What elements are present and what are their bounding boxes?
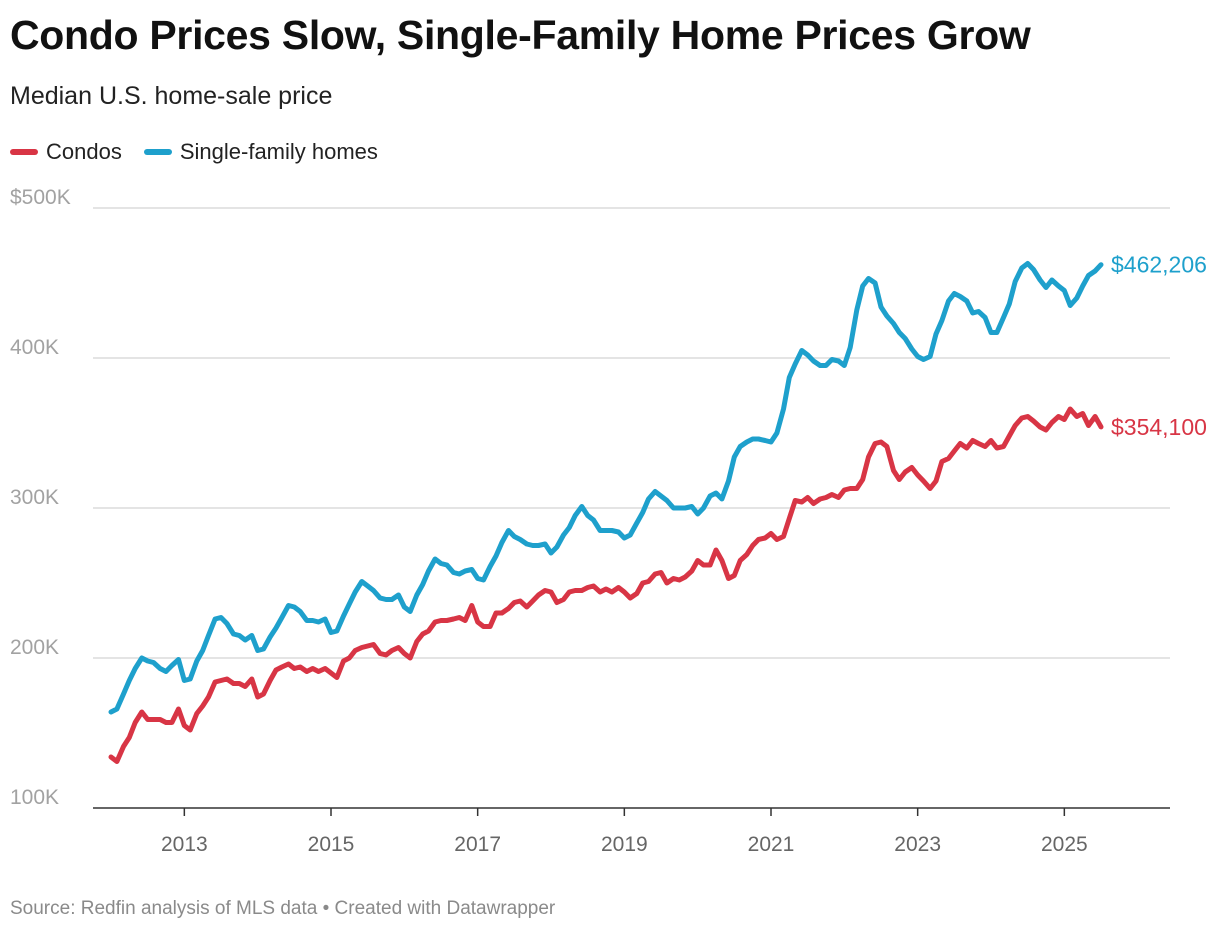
legend-swatch-single-family bbox=[143, 149, 172, 155]
end-value-label-single-family: $462,206 bbox=[1111, 252, 1207, 278]
y-tick-label: 200K bbox=[10, 636, 59, 659]
end-value-label-condos: $354,100 bbox=[1111, 414, 1207, 440]
legend-item-single-family: Single-family homes bbox=[143, 139, 378, 165]
series-line-condos bbox=[108, 406, 1104, 764]
chart-title: Condo Prices Slow, Single-Family Home Pr… bbox=[10, 12, 1031, 58]
x-tick-label: 2023 bbox=[894, 833, 941, 856]
x-tick-label: 2025 bbox=[1041, 833, 1088, 856]
source-note: Source: Redfin analysis of MLS data • Cr… bbox=[10, 898, 556, 919]
y-tick-label: 300K bbox=[10, 486, 59, 509]
y-tick-label: $500K bbox=[10, 186, 71, 209]
legend-swatch-condos bbox=[10, 149, 38, 155]
x-tick-label: 2013 bbox=[161, 833, 208, 856]
x-tick-label: 2019 bbox=[601, 833, 648, 856]
series-line-single-family bbox=[108, 261, 1104, 715]
chart-legend: Condos Single-family homes bbox=[10, 139, 400, 165]
legend-label-single-family: Single-family homes bbox=[179, 139, 378, 164]
legend-label-condos: Condos bbox=[46, 139, 122, 164]
x-tick-label: 2021 bbox=[748, 833, 795, 856]
x-tick-label: 2015 bbox=[308, 833, 355, 856]
line-chart: $500K 400K 300K 200K 100K 2013 2015 2017 2019 202… bbox=[10, 186, 1207, 856]
legend-item-condos: Condos bbox=[10, 139, 122, 165]
y-tick-label: 400K bbox=[10, 336, 59, 359]
x-tick-label: 2017 bbox=[454, 833, 501, 856]
chart-subtitle: Median U.S. home-sale price bbox=[10, 82, 333, 110]
y-tick-label: 100K bbox=[10, 786, 59, 809]
